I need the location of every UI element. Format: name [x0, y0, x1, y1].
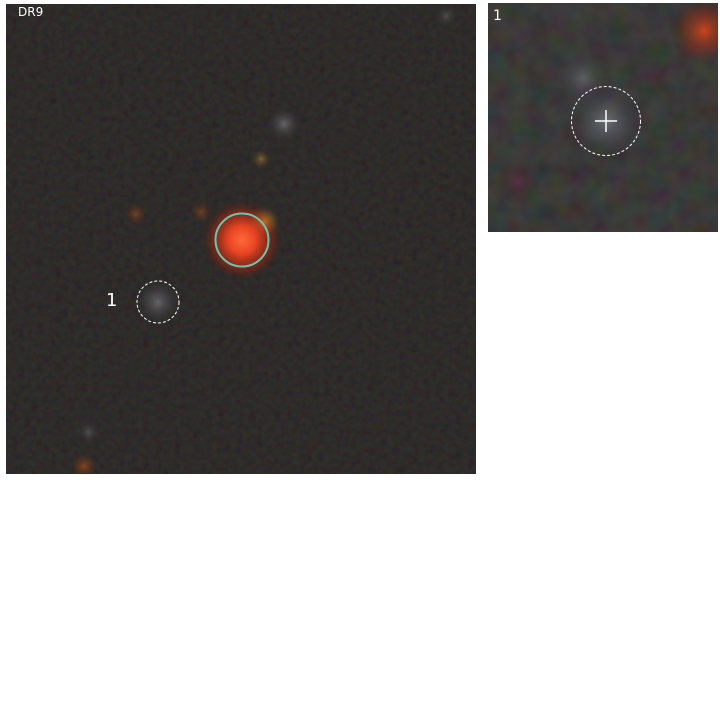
crosshair-icon: [595, 110, 617, 132]
survey-label: DR9: [18, 5, 44, 19]
main-sky-image: [6, 4, 476, 474]
edge-source: [670, 3, 718, 65]
inset-label: 1: [493, 8, 502, 24]
inset-sky-image: [488, 3, 718, 232]
faint-source: [251, 149, 271, 169]
faint-source: [496, 161, 540, 205]
faint-source: [266, 106, 302, 142]
candidate-ring-icon: [571, 86, 641, 156]
target-source: [202, 200, 282, 280]
candidate-source: [134, 278, 182, 326]
main-sky-cutout: DR9 1: [6, 4, 476, 474]
faint-source: [76, 420, 100, 444]
candidate-inset: 1: [488, 3, 718, 232]
faint-source: [124, 202, 148, 226]
faint-source: [70, 452, 98, 474]
candidate-ring-icon: [136, 280, 180, 324]
candidate-label: 1: [106, 290, 118, 311]
faint-source: [434, 4, 458, 28]
target-ring-icon: [214, 212, 270, 268]
faint-source: [189, 200, 213, 224]
